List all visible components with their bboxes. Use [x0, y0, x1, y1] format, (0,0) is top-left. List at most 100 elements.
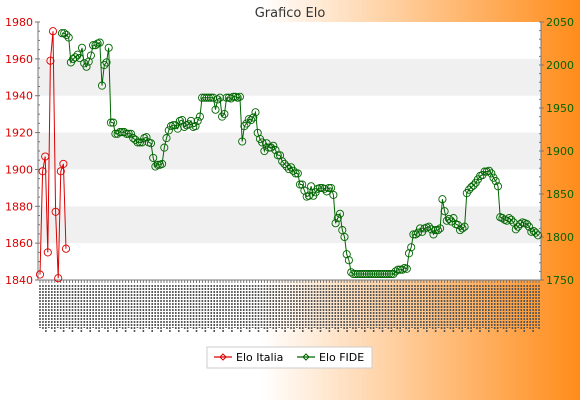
- y-left-tick-label: 1880: [5, 200, 33, 213]
- data-point: [204, 93, 213, 102]
- data-point: [138, 138, 147, 147]
- data-point: [429, 230, 438, 239]
- data-point: [291, 169, 300, 178]
- data-point: [75, 54, 84, 63]
- data-point: [378, 269, 387, 279]
- data-point: [505, 214, 514, 223]
- data-point: [464, 185, 474, 194]
- data-point: [300, 186, 309, 195]
- legend: Elo Italia Elo FIDE: [206, 346, 373, 369]
- data-point: [356, 269, 365, 279]
- y-left-tick-label: 1920: [5, 127, 33, 140]
- data-point: [269, 141, 278, 150]
- data-point: [271, 146, 280, 155]
- y-right-tick-label: 1850: [546, 188, 574, 201]
- data-point: [240, 122, 249, 131]
- data-point: [289, 166, 298, 175]
- data-point: [382, 269, 391, 279]
- data-point: [43, 248, 52, 257]
- data-point: [516, 220, 525, 229]
- data-point: [360, 269, 369, 279]
- data-point: [267, 143, 276, 152]
- grid-band: [38, 132, 541, 170]
- data-point: [251, 108, 260, 117]
- data-point: [344, 256, 353, 265]
- data-point: [160, 143, 169, 152]
- grid-bands: [38, 22, 541, 280]
- data-point: [431, 226, 440, 235]
- data-point: [104, 43, 113, 52]
- data-point: [142, 133, 151, 142]
- data-point: [77, 43, 87, 52]
- data-point: [380, 269, 389, 279]
- data-point: [402, 264, 411, 273]
- data-point: [211, 105, 220, 114]
- legend-box: [206, 346, 373, 369]
- data-point: [122, 129, 131, 138]
- data-point: [158, 159, 167, 168]
- y-right-tick-label: 1900: [546, 145, 574, 158]
- data-point: [82, 62, 91, 71]
- data-point: [371, 269, 380, 279]
- data-point: [315, 183, 325, 193]
- data-point: [62, 30, 71, 39]
- data-point: [124, 129, 133, 138]
- grid-band: [38, 58, 541, 96]
- data-point: [149, 153, 158, 162]
- y-axis-right-ticks: 1750 1800 1850 1900 1950 2000 2050: [539, 16, 574, 287]
- chart-title: Grafico Elo: [255, 6, 326, 21]
- data-point: [529, 226, 538, 236]
- data-point: [213, 95, 222, 104]
- data-point: [525, 222, 534, 231]
- data-point: [436, 224, 445, 233]
- legend-label-elo-fide: Elo FIDE: [319, 351, 364, 364]
- y-right-tick-label: 2000: [546, 59, 574, 72]
- data-point: [60, 29, 69, 38]
- data-point: [180, 122, 189, 131]
- data-point: [349, 269, 358, 279]
- data-point: [467, 183, 476, 192]
- data-point: [235, 92, 244, 101]
- data-point: [364, 269, 374, 279]
- data-point: [102, 58, 111, 67]
- data-point: [275, 151, 285, 160]
- data-point: [229, 92, 238, 101]
- data-point: [84, 57, 93, 66]
- data-point: [342, 250, 351, 259]
- y-right-tick-label: 1950: [546, 102, 574, 115]
- data-point: [331, 219, 340, 228]
- data-point: [129, 134, 138, 143]
- data-point: [298, 180, 307, 189]
- data-point: [59, 159, 68, 168]
- data-point: [247, 115, 256, 125]
- data-point: [458, 224, 467, 233]
- data-point: [369, 269, 378, 279]
- data-point: [57, 29, 67, 38]
- data-point: [249, 113, 258, 122]
- data-point: [351, 269, 360, 279]
- data-point: [186, 116, 196, 125]
- data-point: [293, 169, 302, 178]
- data-point: [413, 228, 422, 237]
- data-point: [324, 183, 333, 193]
- y-left-tick-label: 1900: [5, 163, 33, 176]
- data-point: [218, 112, 227, 121]
- data-point: [198, 93, 207, 102]
- data-point: [220, 109, 229, 119]
- data-point: [433, 226, 442, 235]
- data-point: [38, 167, 47, 176]
- y-left-tick-label: 1860: [5, 237, 33, 250]
- data-point: [146, 139, 156, 148]
- y-right-tick-label: 1750: [546, 274, 574, 287]
- data-point: [133, 138, 142, 147]
- data-point: [469, 181, 478, 190]
- data-point: [329, 190, 338, 199]
- data-point: [273, 151, 282, 160]
- data-point: [493, 182, 503, 191]
- data-point: [511, 225, 520, 234]
- y-right-tick-label: 1800: [546, 231, 574, 244]
- data-point: [440, 207, 449, 216]
- data-point: [238, 137, 247, 146]
- y-left-tick-label: 1960: [5, 53, 33, 66]
